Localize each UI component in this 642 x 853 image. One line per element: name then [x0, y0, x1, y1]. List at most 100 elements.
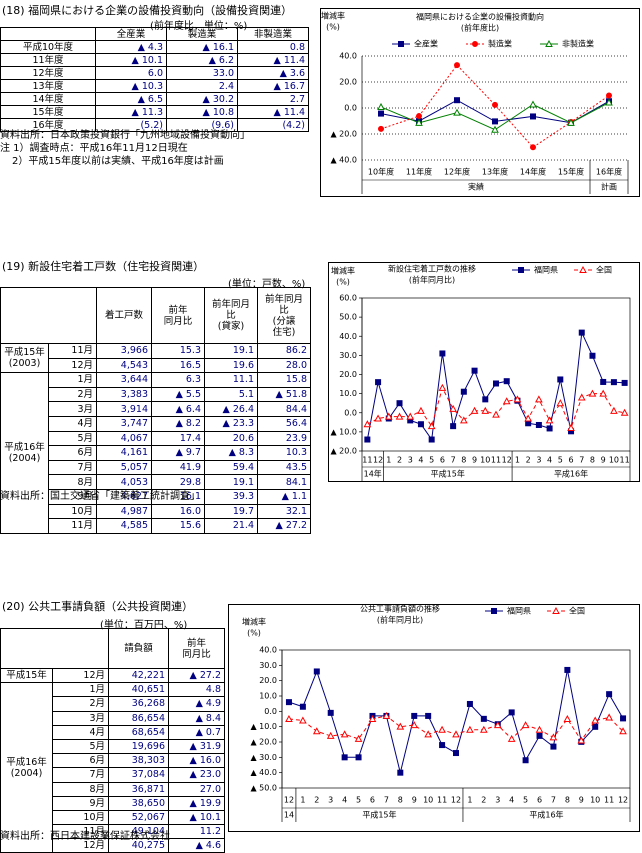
- y-tick-label: 40.0: [339, 332, 357, 341]
- chart-title: (前年同月比): [409, 275, 455, 285]
- table-cell: 36,268: [108, 696, 169, 712]
- group-label-line: (2004): [10, 767, 43, 779]
- x-tick-label: 6: [568, 456, 573, 465]
- x-tick-label: 4: [547, 456, 552, 465]
- source-note: 資料出所：日本政策投資銀行「九州地域設備投資動向」: [0, 130, 250, 141]
- x-group-label: 平成15年: [431, 469, 465, 479]
- marker: [529, 100, 537, 108]
- marker: [285, 714, 293, 722]
- month-label: 9月: [52, 795, 109, 811]
- column-header: 非製造業: [237, 27, 309, 41]
- table-cell: ▲ 8.4: [168, 710, 225, 726]
- table-cell: 68,654: [108, 724, 169, 740]
- marker: [377, 102, 385, 110]
- table-cell: 4,543: [96, 357, 152, 374]
- table-cell: ▲ 3.6: [237, 66, 309, 80]
- table-row: 2月 3,383 ▲ 5.5 5.1 ▲ 51.8: [1, 386, 311, 403]
- group-label-line: (2004): [8, 452, 41, 464]
- table-cell: ▲ 26.4: [204, 401, 258, 417]
- section-title: (19) 新設住宅着工戸数（住宅投資関連）: [2, 260, 205, 273]
- marker: [313, 668, 320, 675]
- series-line: [367, 386, 625, 430]
- table-cell: 19.1: [204, 343, 258, 359]
- table-cell: 84.4: [257, 401, 311, 417]
- table-cell: 15.6: [151, 518, 205, 534]
- marker: [438, 383, 447, 391]
- group-label: 平成16年 (2004): [0, 372, 49, 534]
- x-tick-label: 9: [472, 456, 477, 465]
- plot-frame: [281, 649, 631, 789]
- marker: [605, 713, 613, 721]
- marker: [524, 414, 533, 422]
- table-cell: 19,696: [108, 738, 169, 755]
- table-cell: 40,651: [108, 682, 169, 698]
- x-tick-label: 11: [437, 796, 447, 805]
- table-row: 平成16年 (2004) 1月 40,651 4.8: [0, 682, 225, 853]
- month-label: 2月: [52, 696, 109, 712]
- marker: [397, 769, 404, 776]
- marker: [417, 421, 424, 428]
- table-cell: 11.2: [168, 824, 225, 840]
- marker: [453, 750, 459, 757]
- unit-label: (単位：百万円、%): [100, 620, 188, 631]
- marker: [471, 367, 478, 374]
- x-group-label: 14年: [364, 469, 382, 479]
- y-tick-label: ▲ 10.0: [250, 722, 277, 731]
- legend-label: 全国: [596, 265, 612, 275]
- x-tick-label: 2: [481, 796, 486, 805]
- marker: [453, 108, 461, 116]
- x-tick-label: 2: [314, 796, 319, 805]
- x-tick-label: 8: [590, 456, 595, 465]
- x-tick-label: 1: [515, 456, 520, 465]
- marker: [454, 62, 460, 69]
- marker: [480, 715, 487, 722]
- table-cell: 4.8: [168, 682, 225, 698]
- table-cell: ▲ 10.1: [168, 809, 225, 826]
- table-cell: 15.8: [257, 372, 311, 388]
- group-label-line: 平成16年: [4, 441, 45, 453]
- table-cell: ▲ 23.3: [204, 415, 258, 432]
- row-label: 11年度: [0, 53, 96, 67]
- legend-marker: [518, 267, 524, 273]
- marker: [492, 118, 498, 125]
- x-tick-label: 11: [620, 456, 630, 465]
- marker: [368, 714, 377, 722]
- table-cell: 16.5: [151, 357, 205, 374]
- marker: [503, 378, 510, 385]
- legend-marker: [579, 265, 587, 273]
- marker: [470, 406, 479, 414]
- marker: [374, 414, 382, 422]
- table-cell: (9.6): [166, 118, 238, 132]
- legend-marker: [491, 608, 497, 614]
- group-label: 平成16年 (2004): [0, 682, 53, 853]
- x-tick-label: 13年度: [482, 167, 508, 177]
- marker: [525, 420, 532, 427]
- month-label: 12月: [52, 667, 109, 684]
- table-cell: ▲ 8.2: [151, 415, 205, 432]
- marker: [530, 144, 536, 151]
- group-label: 平成15年: [0, 667, 53, 684]
- table-row: 3月 86,654 ▲ 8.4: [1, 710, 225, 726]
- marker: [619, 727, 627, 735]
- table-cell: 33.0: [166, 66, 238, 80]
- table-row: 平成15年 12月 42,221 ▲ 27.2: [0, 667, 225, 684]
- table-row: 7月 37,084 ▲ 23.0: [1, 767, 225, 783]
- x-tick-label: 1: [386, 456, 391, 465]
- table-row: 平成10年度 ▲ 4.3 ▲ 16.1 0.8: [0, 40, 309, 54]
- source-note: 資料出所：国土交通省「建築着工統計調査」: [0, 491, 200, 502]
- month-label: 6月: [48, 445, 97, 461]
- marker: [424, 730, 433, 738]
- x-tick-label: 12: [284, 796, 294, 805]
- table-row: 15年度 ▲ 11.3 ▲ 10.8 ▲ 11.4: [0, 105, 309, 119]
- column-header: 前年同月比 (分譲 住宅): [257, 287, 311, 344]
- chart-title: (前年同月比): [377, 615, 423, 625]
- table-cell: ▲ 10.3: [95, 79, 167, 93]
- x-tick-label: 12: [451, 796, 461, 805]
- month-label: 1月: [52, 682, 109, 698]
- x-tick-label: 11: [604, 796, 614, 805]
- x-tick-label: 3: [328, 796, 333, 805]
- marker: [450, 423, 457, 430]
- table-cell: ▲ 31.9: [168, 738, 225, 755]
- table-cell: ▲ 4.3: [95, 40, 167, 54]
- group-label-line: 平成15年: [6, 670, 47, 682]
